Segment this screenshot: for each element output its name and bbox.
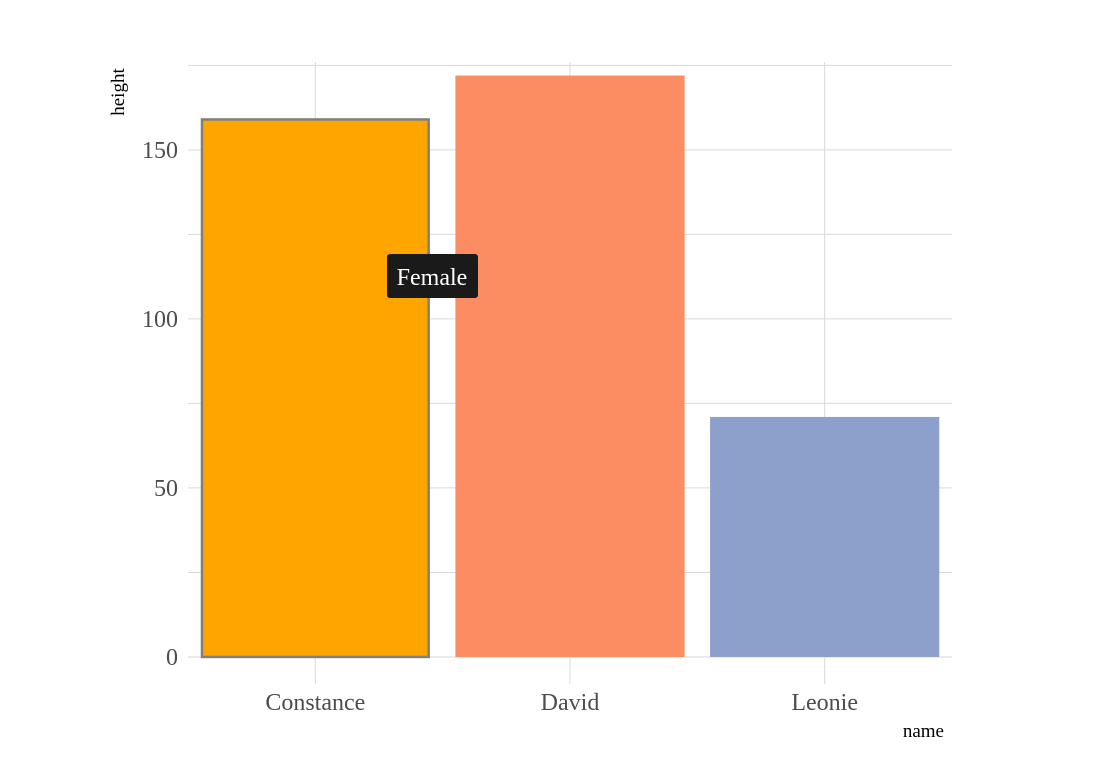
y-tick-label: 50 (154, 476, 178, 502)
x-tick-label: Constance (265, 690, 365, 716)
y-tick-label: 100 (142, 307, 178, 333)
y-tick-label: 150 (142, 138, 178, 164)
y-axis-title: height (108, 68, 129, 116)
x-tick-label: David (541, 690, 600, 716)
bar-david[interactable] (455, 75, 685, 657)
tooltip-label: Female (397, 265, 468, 291)
tooltip-background (387, 254, 478, 298)
bars (200, 75, 940, 659)
y-tick-label: 0 (166, 645, 178, 671)
x-tick-label: Leonie (791, 690, 858, 716)
hover-tooltip: Female (387, 254, 478, 298)
tick-labels: 0 50 100 150 Constance David Leonie (142, 138, 858, 716)
bar-leonie[interactable] (710, 416, 940, 657)
x-axis-title: name (903, 721, 944, 742)
bar-constance[interactable] (200, 118, 430, 659)
